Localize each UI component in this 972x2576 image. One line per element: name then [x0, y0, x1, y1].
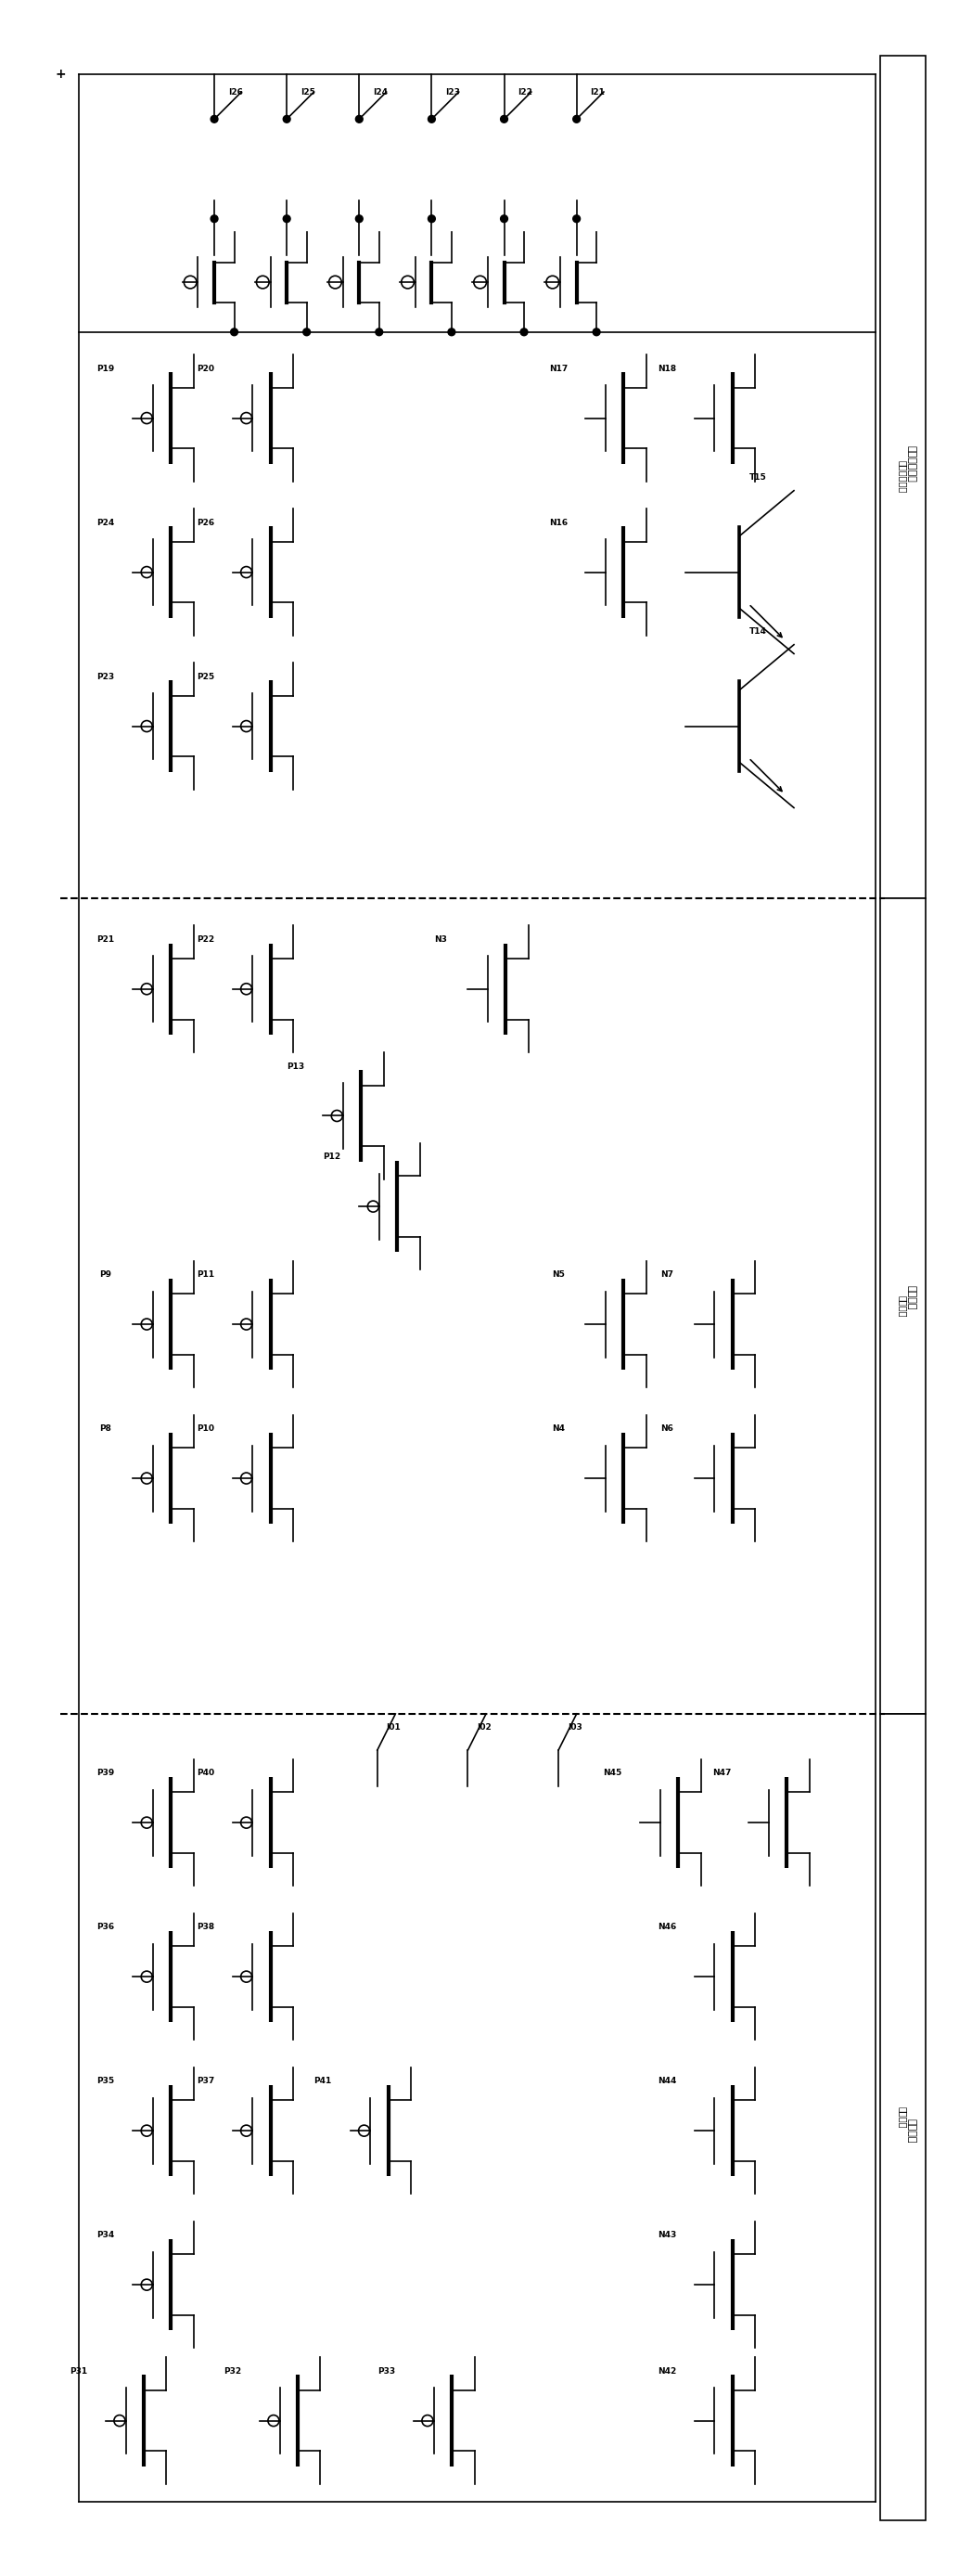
- Text: I23: I23: [445, 88, 460, 95]
- Text: P10: P10: [196, 1425, 214, 1432]
- Text: P8: P8: [100, 1425, 112, 1432]
- Text: N47: N47: [712, 1770, 731, 1777]
- Circle shape: [356, 116, 363, 124]
- Text: N43: N43: [658, 2231, 677, 2239]
- Circle shape: [593, 327, 600, 335]
- Circle shape: [501, 116, 507, 124]
- FancyBboxPatch shape: [880, 899, 925, 1713]
- Text: +: +: [55, 67, 66, 80]
- FancyBboxPatch shape: [880, 57, 925, 899]
- Text: P19: P19: [96, 363, 115, 374]
- FancyBboxPatch shape: [880, 1713, 925, 2519]
- Text: P36: P36: [97, 1924, 115, 1932]
- Circle shape: [520, 327, 528, 335]
- Text: P32: P32: [224, 2367, 241, 2375]
- Circle shape: [230, 327, 238, 335]
- Text: P12: P12: [323, 1154, 341, 1162]
- Text: 启动电路: 启动电路: [898, 2107, 907, 2128]
- Text: P25: P25: [196, 672, 214, 680]
- Text: 带隙核心电路: 带隙核心电路: [907, 446, 917, 482]
- Text: N44: N44: [658, 2076, 677, 2087]
- Text: P37: P37: [196, 2076, 214, 2087]
- Text: N17: N17: [549, 363, 568, 374]
- Text: P11: P11: [196, 1270, 214, 1278]
- Text: P35: P35: [97, 2076, 115, 2087]
- Circle shape: [283, 116, 291, 124]
- Text: P38: P38: [196, 1924, 214, 1932]
- Circle shape: [428, 116, 435, 124]
- Circle shape: [428, 216, 435, 222]
- Circle shape: [283, 216, 291, 222]
- Text: P31: P31: [70, 2367, 87, 2375]
- Text: T15: T15: [749, 474, 766, 482]
- Text: P34: P34: [96, 2231, 115, 2239]
- Circle shape: [375, 327, 383, 335]
- Text: P41: P41: [314, 2076, 331, 2087]
- Text: I26: I26: [227, 88, 243, 95]
- Text: 启动电路: 启动电路: [907, 2117, 917, 2143]
- Text: I22: I22: [518, 88, 533, 95]
- Circle shape: [211, 116, 218, 124]
- Text: N6: N6: [661, 1425, 674, 1432]
- Text: P22: P22: [196, 935, 214, 943]
- Text: P13: P13: [287, 1061, 304, 1072]
- Text: I01: I01: [387, 1723, 401, 1731]
- Text: P23: P23: [97, 672, 115, 680]
- Text: T14: T14: [749, 626, 767, 636]
- Text: P24: P24: [96, 518, 115, 528]
- Text: I21: I21: [590, 88, 605, 95]
- Text: N7: N7: [661, 1270, 674, 1278]
- Circle shape: [303, 327, 310, 335]
- Text: P26: P26: [196, 518, 214, 528]
- Circle shape: [356, 216, 363, 222]
- Text: I24: I24: [373, 88, 388, 95]
- Circle shape: [448, 327, 455, 335]
- Text: I03: I03: [568, 1723, 582, 1731]
- Text: N4: N4: [552, 1425, 565, 1432]
- Circle shape: [573, 216, 580, 222]
- Text: P20: P20: [196, 363, 214, 374]
- Text: N3: N3: [434, 935, 447, 943]
- Text: N16: N16: [549, 518, 568, 528]
- Circle shape: [501, 216, 507, 222]
- Text: P9: P9: [99, 1270, 112, 1278]
- Circle shape: [211, 216, 218, 222]
- Text: 带隙核心电路: 带隙核心电路: [898, 461, 907, 495]
- Text: P39: P39: [96, 1770, 115, 1777]
- Text: I25: I25: [300, 88, 315, 95]
- Text: N46: N46: [658, 1924, 677, 1932]
- Text: P21: P21: [97, 935, 115, 943]
- Text: N42: N42: [658, 2367, 677, 2375]
- Text: N45: N45: [604, 1770, 622, 1777]
- Circle shape: [573, 116, 580, 124]
- Text: 运放电路: 运放电路: [907, 1285, 917, 1309]
- Text: I02: I02: [477, 1723, 492, 1731]
- Text: P33: P33: [377, 2367, 396, 2375]
- Text: 运放电路: 运放电路: [898, 1296, 907, 1316]
- Text: N18: N18: [658, 363, 677, 374]
- Text: N5: N5: [552, 1270, 565, 1278]
- Text: P40: P40: [196, 1770, 214, 1777]
